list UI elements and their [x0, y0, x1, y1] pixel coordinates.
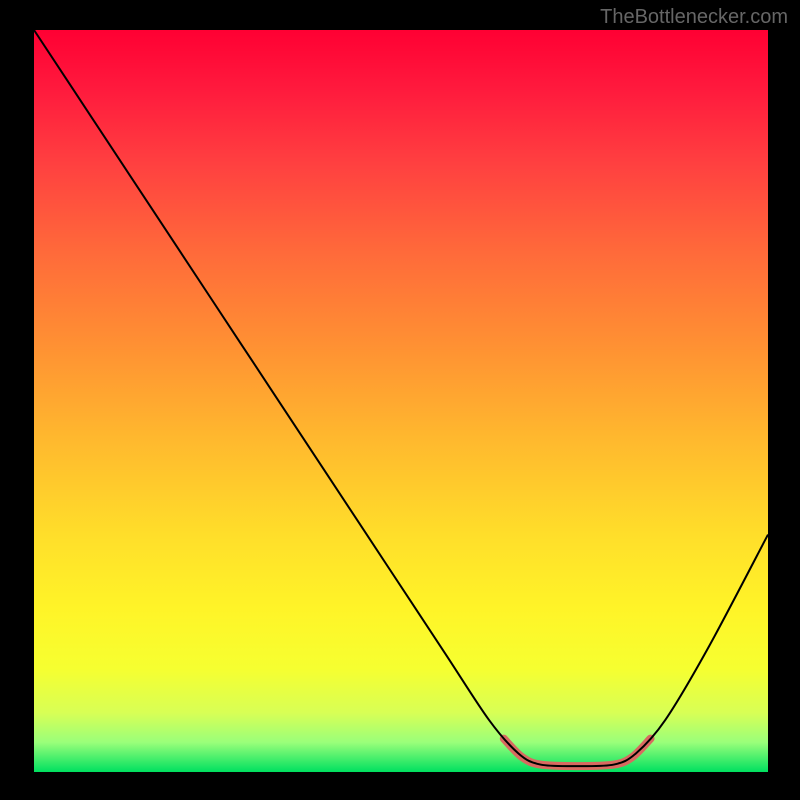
watermark-text: TheBottlenecker.com — [600, 6, 788, 29]
chart-svg — [0, 0, 800, 800]
bottleneck-chart: TheBottlenecker.com — [0, 0, 800, 800]
plot-background — [34, 30, 768, 772]
